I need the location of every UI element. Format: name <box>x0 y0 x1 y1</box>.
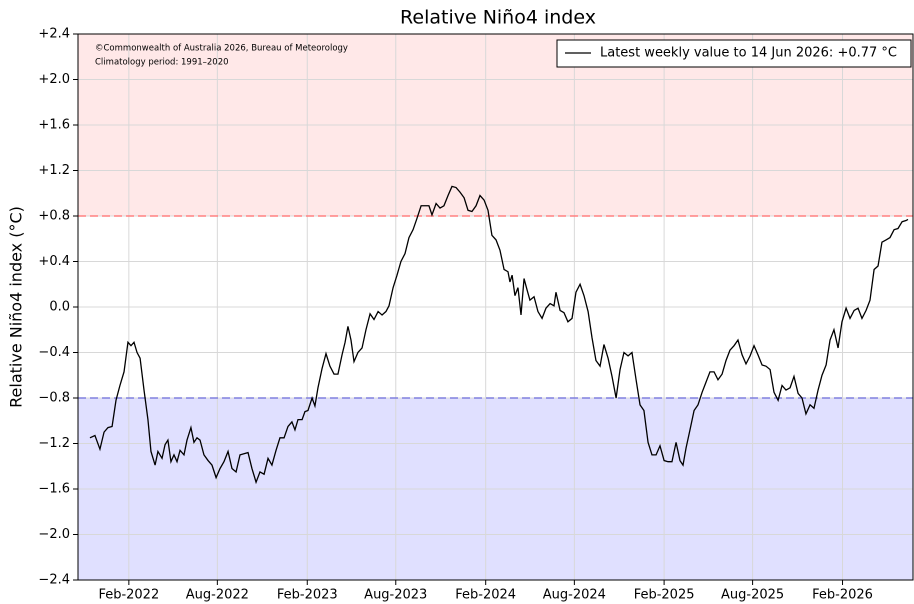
y-tick-label: +2.0 <box>38 72 70 87</box>
y-tick-label: −0.8 <box>38 391 70 406</box>
x-tick-label: Feb-2022 <box>98 588 159 603</box>
y-tick-label: −0.4 <box>38 345 70 360</box>
annotation: Climatology period: 1991–2020 <box>95 58 229 68</box>
x-tick-label: Aug-2024 <box>543 588 606 603</box>
plot-frame <box>77 33 914 581</box>
y-tick-label: +2.4 <box>38 27 70 42</box>
y-tick-label: 0.0 <box>49 300 70 315</box>
y-tick-label: −2.4 <box>38 573 70 588</box>
x-tick-label: Feb-2026 <box>812 588 873 603</box>
legend-label: Latest weekly value to 14 Jun 2026: +0.7… <box>600 46 897 61</box>
y-tick-label: +1.6 <box>38 118 70 133</box>
y-tick-label: +0.8 <box>38 209 70 224</box>
y-tick-label: +0.4 <box>38 254 70 269</box>
y-tick-label: −1.2 <box>38 436 70 451</box>
x-tick-label: Aug-2025 <box>721 588 784 603</box>
y-axis-label: Relative Niño4 index (°C) <box>7 206 26 408</box>
y-tick-label: −2.0 <box>38 527 70 542</box>
annotation: ©Commonwealth of Australia 2026, Bureau … <box>95 44 348 54</box>
chart-title: Relative Niño4 index <box>400 7 596 29</box>
y-tick-label: −1.6 <box>38 482 70 497</box>
x-tick-label: Feb-2023 <box>277 588 338 603</box>
x-tick-label: Aug-2022 <box>186 588 249 603</box>
y-tick-label: +1.2 <box>38 163 70 178</box>
data-line <box>89 185 909 485</box>
x-tick-label: Feb-2024 <box>455 588 516 603</box>
x-tick-label: Feb-2025 <box>634 588 695 603</box>
legend-box <box>556 39 912 68</box>
x-tick-label: Aug-2023 <box>364 588 427 603</box>
